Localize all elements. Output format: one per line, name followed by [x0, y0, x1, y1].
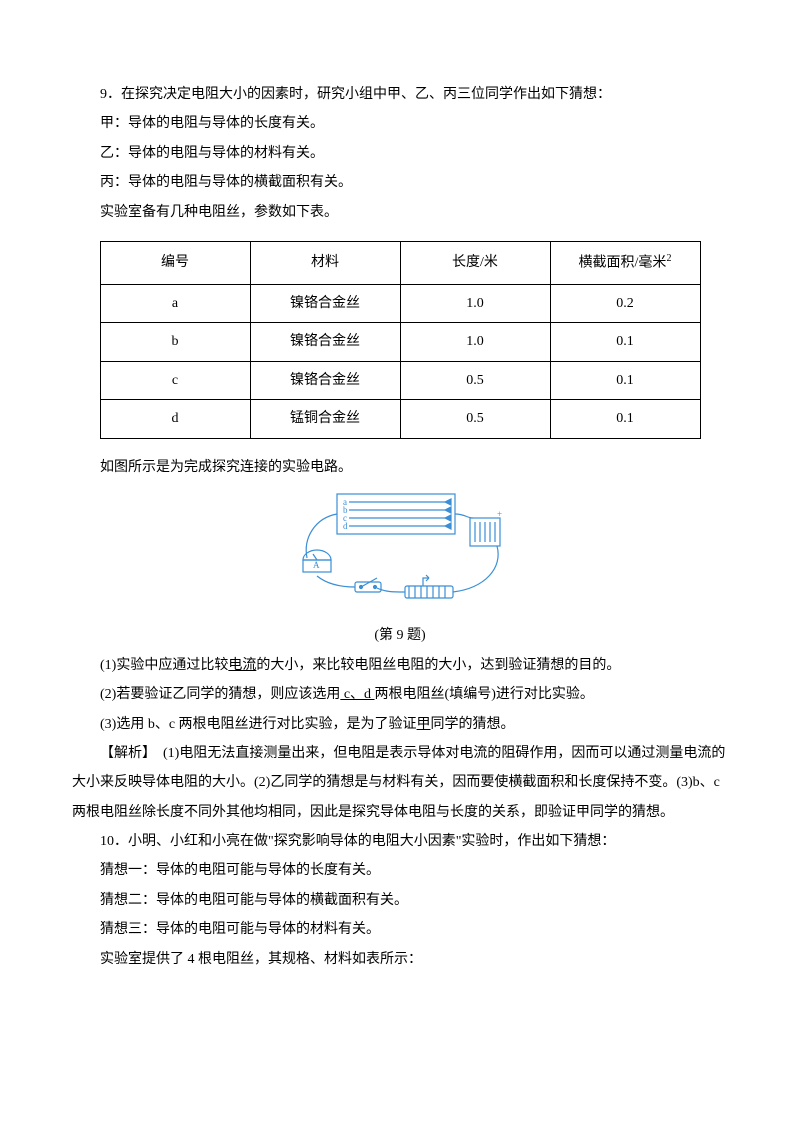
q9-answer-3: (3)选用 b、c 两根电阻丝进行对比实验，是为了验证甲同学的猜想。: [72, 710, 728, 739]
cell: 镍铬合金丝: [250, 361, 400, 399]
cell: 0.1: [550, 400, 700, 438]
ans2-blank: c、d: [340, 687, 374, 702]
cell: 0.1: [550, 361, 700, 399]
cell: a: [100, 285, 250, 323]
q9-lab-note: 实验室备有几种电阻丝，参数如下表。: [72, 198, 728, 227]
ans1-pre: (1)实验中应通过比较: [100, 658, 228, 673]
table-row: c 镍铬合金丝 0.5 0.1: [100, 361, 700, 399]
th-length: 长度/米: [400, 241, 550, 284]
circuit-diagram: a b c d +: [72, 488, 728, 619]
q9-caption: (第 9 题): [72, 621, 728, 650]
cell: 0.5: [400, 361, 550, 399]
ans3-post: 同学的猜想。: [431, 717, 515, 732]
svg-text:+: +: [497, 509, 502, 519]
q9-hypothesis-b: 乙：导体的电阻与导体的材料有关。: [72, 139, 728, 168]
th-area: 横截面积/毫米2: [550, 241, 700, 284]
q10-lab-note: 实验室提供了 4 根电阻丝，其规格、材料如表所示：: [72, 945, 728, 974]
ans1-blank: 电流: [228, 658, 256, 673]
cell: b: [100, 323, 250, 361]
cell: 镍铬合金丝: [250, 323, 400, 361]
q10-hypothesis-3: 猜想三：导体的电阻可能与导体的材料有关。: [72, 915, 728, 944]
table-row: a 镍铬合金丝 1.0 0.2: [100, 285, 700, 323]
q9-answer-1: (1)实验中应通过比较电流的大小，来比较电阻丝电阻的大小，达到验证猜想的目的。: [72, 651, 728, 680]
table-row: b 镍铬合金丝 1.0 0.1: [100, 323, 700, 361]
q9-hypothesis-a: 甲：导体的电阻与导体的长度有关。: [72, 109, 728, 138]
table-row: d 锰铜合金丝 0.5 0.1: [100, 400, 700, 438]
ans2-post: 两根电阻丝(填编号)进行对比实验。: [375, 687, 594, 702]
cell: 0.1: [550, 323, 700, 361]
circuit-diagram-svg: a b c d +: [285, 488, 515, 608]
th-id: 编号: [100, 241, 250, 284]
ans3-blank: 甲: [417, 717, 431, 732]
cell: 锰铜合金丝: [250, 400, 400, 438]
svg-text:A: A: [313, 560, 320, 570]
cell: 0.2: [550, 285, 700, 323]
q9-intro: 9．在探究决定电阻大小的因素时，研究小组中甲、乙、丙三位同学作出如下猜想：: [72, 80, 728, 109]
ans2-pre: (2)若要验证乙同学的猜想，则应该选用: [100, 687, 340, 702]
ans1-post: 的大小，来比较电阻丝电阻的大小，达到验证猜想的目的。: [256, 658, 620, 673]
table-header-row: 编号 材料 长度/米 横截面积/毫米2: [100, 241, 700, 284]
wire-parameters-table: 编号 材料 长度/米 横截面积/毫米2 a 镍铬合金丝 1.0 0.2 b 镍铬…: [100, 241, 701, 439]
cell: d: [100, 400, 250, 438]
q10-hypothesis-1: 猜想一：导体的电阻可能与导体的长度有关。: [72, 856, 728, 885]
q9-answer-2: (2)若要验证乙同学的猜想，则应该选用 c、d 两根电阻丝(填编号)进行对比实验…: [72, 680, 728, 709]
th-area-text: 横截面积/毫米: [579, 256, 667, 271]
th-area-sup: 2: [666, 253, 671, 264]
q9-hypothesis-c: 丙：导体的电阻与导体的横截面积有关。: [72, 168, 728, 197]
q9-explanation: 【解析】 (1)电阻无法直接测量出来，但电阻是表示导体对电流的阻碍作用，因而可以…: [72, 739, 728, 827]
q10-intro: 10．小明、小红和小亮在做"探究影响导体的电阻大小因素"实验时，作出如下猜想：: [72, 827, 728, 856]
q9-figure-note: 如图所示是为完成探究连接的实验电路。: [72, 453, 728, 482]
cell: c: [100, 361, 250, 399]
cell: 1.0: [400, 285, 550, 323]
cell: 1.0: [400, 323, 550, 361]
cell: 镍铬合金丝: [250, 285, 400, 323]
cell: 0.5: [400, 400, 550, 438]
ans3-pre: (3)选用 b、c 两根电阻丝进行对比实验，是为了验证: [100, 717, 417, 732]
q10-hypothesis-2: 猜想二：导体的电阻可能与导体的横截面积有关。: [72, 886, 728, 915]
svg-text:d: d: [343, 521, 348, 531]
th-material: 材料: [250, 241, 400, 284]
